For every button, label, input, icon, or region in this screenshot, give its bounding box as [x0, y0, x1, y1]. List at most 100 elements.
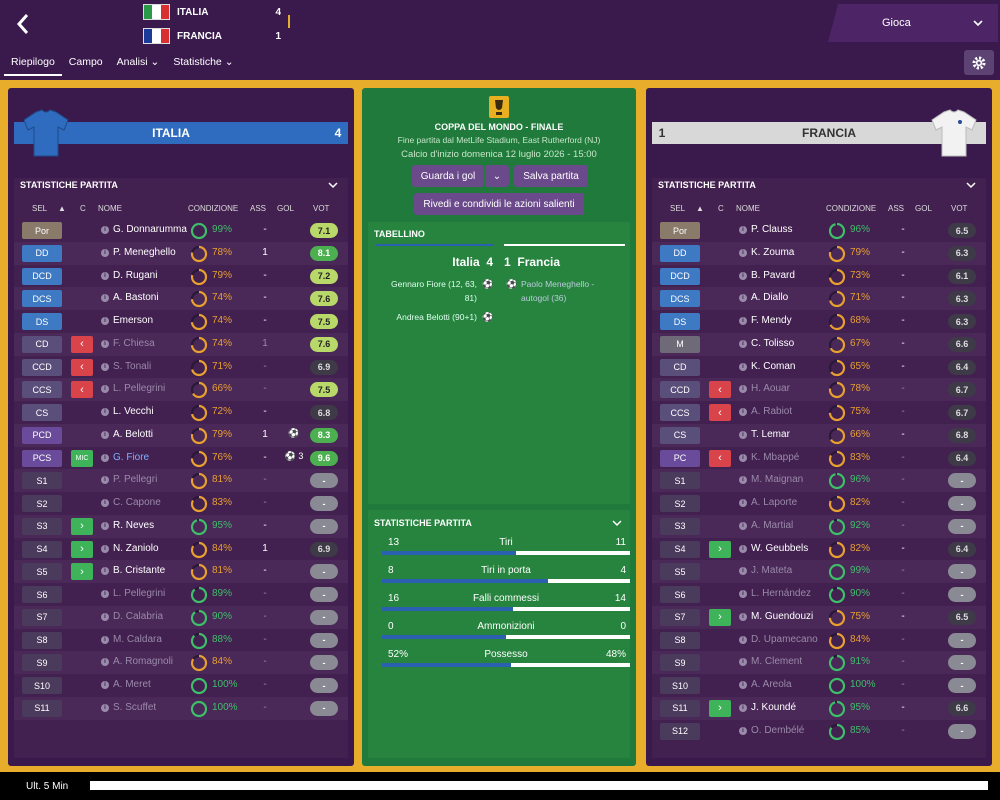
position-badge[interactable]: S11: [22, 699, 62, 717]
info-icon[interactable]: i: [101, 590, 109, 598]
info-icon[interactable]: i: [739, 294, 747, 303]
player-row[interactable]: CCD ‹ i H. Aouar 78% - 6.7: [652, 378, 986, 402]
save-match-button[interactable]: Salva partita: [514, 165, 588, 187]
info-icon[interactable]: i: [739, 703, 747, 712]
tab-riepilogo[interactable]: Riepilogo: [4, 52, 62, 76]
player-name[interactable]: Emerson: [113, 315, 154, 326]
position-badge[interactable]: Por: [660, 222, 700, 239]
position-badge[interactable]: CD: [22, 335, 62, 353]
player-name[interactable]: A. Meret: [113, 679, 151, 690]
col-assists[interactable]: ASS: [888, 204, 905, 213]
position-badge[interactable]: S10: [660, 677, 700, 694]
sub-in-icon[interactable]: ›: [709, 608, 731, 626]
player-name[interactable]: A. Bastoni: [113, 292, 159, 304]
col-name[interactable]: NOME: [736, 204, 760, 213]
position-badge[interactable]: DCD: [660, 267, 700, 285]
player-name[interactable]: M. Clement: [751, 656, 803, 668]
position-badge[interactable]: S12: [660, 722, 700, 740]
position-badge[interactable]: S5: [22, 563, 62, 581]
info-icon[interactable]: i: [739, 317, 747, 325]
sub-in-icon[interactable]: ›: [71, 517, 93, 535]
info-icon[interactable]: i: [739, 248, 747, 257]
player-name[interactable]: R. Neves: [113, 519, 155, 531]
info-icon[interactable]: i: [739, 567, 747, 576]
player-name[interactable]: C. Capone: [113, 497, 161, 508]
watch-goals-button[interactable]: Guarda i gol: [412, 165, 484, 187]
player-row[interactable]: S9 i M. Clement 91% - -: [652, 651, 986, 675]
position-badge[interactable]: CCS: [22, 381, 62, 399]
position-badge[interactable]: DCS: [660, 290, 700, 308]
player-name[interactable]: F. Mendy: [751, 315, 792, 326]
position-badge[interactable]: DS: [660, 313, 700, 330]
player-row[interactable]: S11 › i J. Koundé 95% - 6.6: [652, 696, 986, 720]
player-row[interactable]: PCD i A. Belotti 79% 1 ⚽ 8.3: [14, 423, 348, 447]
position-badge[interactable]: S3: [22, 517, 62, 535]
col-c[interactable]: C: [718, 204, 724, 213]
sub-out-icon[interactable]: ‹: [71, 358, 93, 376]
info-icon[interactable]: i: [739, 521, 747, 530]
player-row[interactable]: S4 › i W. Geubbels 82% - 6.4: [652, 538, 986, 561]
player-name[interactable]: K. Zouma: [751, 246, 795, 258]
col-condition[interactable]: CONDIZIONE: [826, 204, 877, 213]
info-icon[interactable]: i: [101, 658, 109, 667]
info-icon[interactable]: i: [101, 385, 109, 394]
player-row[interactable]: S5 i J. Mateta 99% - -: [652, 560, 986, 584]
player-row[interactable]: CD ‹ i F. Chiesa 74% 1 7.6: [14, 332, 348, 356]
player-name[interactable]: L. Pellegrini: [113, 588, 166, 599]
info-icon[interactable]: i: [739, 339, 747, 348]
position-badge[interactable]: S9: [22, 654, 62, 672]
player-name[interactable]: P. Clauss: [751, 224, 793, 235]
player-name[interactable]: A. Belotti: [113, 428, 154, 440]
sub-in-icon[interactable]: ›: [709, 699, 731, 717]
info-icon[interactable]: i: [739, 590, 747, 598]
player-row[interactable]: S7 › i M. Guendouzi 75% - 6.5: [652, 605, 986, 629]
info-icon[interactable]: i: [101, 544, 109, 553]
player-name[interactable]: S. Scuffet: [113, 701, 157, 713]
player-name[interactable]: A. Rabiot: [751, 406, 793, 417]
chevron-down-icon[interactable]: [612, 519, 622, 527]
info-icon[interactable]: i: [101, 453, 109, 462]
info-icon[interactable]: i: [101, 248, 109, 257]
tab-statistiche[interactable]: Statistiche ⌄: [166, 52, 240, 76]
player-row[interactable]: S10 i A. Areola 100% - -: [652, 674, 986, 697]
position-badge[interactable]: S4: [22, 540, 62, 558]
info-icon[interactable]: i: [739, 726, 747, 735]
player-row[interactable]: S8 i M. Caldara 88% - -: [14, 629, 348, 652]
player-name[interactable]: K. Coman: [751, 360, 796, 372]
info-icon[interactable]: i: [739, 658, 747, 667]
position-badge[interactable]: M: [660, 335, 700, 353]
position-badge[interactable]: CS: [660, 426, 700, 444]
info-icon[interactable]: i: [101, 408, 109, 416]
info-icon[interactable]: i: [739, 271, 747, 280]
info-icon[interactable]: i: [739, 635, 747, 644]
position-badge[interactable]: DCD: [22, 267, 62, 285]
player-row[interactable]: PCS MIC i G. Fiore 76% - ⚽ 3 9.6: [14, 447, 348, 470]
settings-button[interactable]: [964, 50, 994, 75]
sub-out-icon[interactable]: ‹: [709, 381, 731, 399]
player-name[interactable]: T. Lemar: [751, 428, 790, 440]
player-row[interactable]: S10 i A. Meret 100% - -: [14, 674, 348, 697]
info-icon[interactable]: i: [739, 226, 747, 234]
info-icon[interactable]: i: [101, 612, 109, 621]
player-row[interactable]: S9 i A. Romagnoli 84% - -: [14, 651, 348, 675]
info-icon[interactable]: i: [739, 408, 747, 416]
info-icon[interactable]: i: [101, 681, 109, 689]
player-row[interactable]: Por i P. Clauss 96% - 6.5: [652, 219, 986, 242]
position-badge[interactable]: DD: [660, 244, 700, 262]
info-icon[interactable]: i: [101, 521, 109, 530]
player-name[interactable]: D. Rugani: [113, 269, 158, 281]
col-name[interactable]: NOME: [98, 204, 122, 213]
position-badge[interactable]: S4: [660, 540, 700, 558]
sub-in-icon[interactable]: ›: [709, 540, 731, 558]
player-name[interactable]: G. Fiore: [113, 451, 150, 463]
sub-in-icon[interactable]: ›: [71, 563, 93, 581]
position-badge[interactable]: CCS: [660, 404, 700, 421]
player-row[interactable]: DCS i A. Bastoni 74% - 7.6: [14, 287, 348, 311]
player-row[interactable]: S11 i S. Scuffet 100% - -: [14, 696, 348, 720]
player-row[interactable]: S6 i L. Hernández 90% - -: [652, 583, 986, 606]
player-name[interactable]: F. Chiesa: [113, 337, 155, 349]
col-goals[interactable]: GOL: [915, 204, 932, 213]
position-badge[interactable]: DCS: [22, 290, 62, 308]
position-badge[interactable]: CCD: [660, 381, 700, 399]
play-button[interactable]: Gioca: [828, 4, 998, 42]
